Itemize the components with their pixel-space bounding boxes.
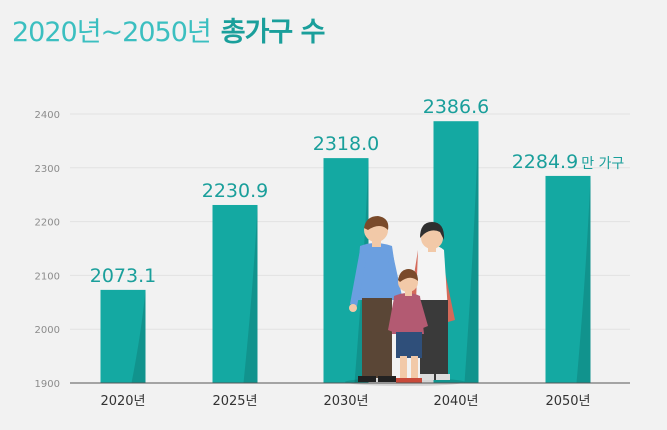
x-tick-label: 2030년 (323, 394, 368, 409)
woman-figure (410, 222, 455, 380)
chart-title-years: 2020년~2050년 (12, 17, 212, 48)
chart-title: 2020년~2050년 총가구 수 (12, 10, 325, 49)
bar-shade (243, 204, 258, 383)
bar-shade (131, 289, 146, 383)
data-label: 2230.9 (202, 180, 268, 202)
data-label: 2073.1 (90, 265, 156, 287)
unit-label: 만 가구 (581, 156, 624, 172)
y-tick-label: 1900 (35, 379, 60, 390)
x-tick-label: 2050년 (545, 394, 590, 409)
y-tick-label: 2400 (35, 110, 60, 121)
x-tick-label: 2025년 (212, 394, 257, 409)
chart-title-main: 총가구 수 (220, 17, 326, 48)
data-label: 2386.6 (423, 96, 489, 118)
data-label: 2318.0 (313, 133, 379, 155)
child-figure (388, 269, 428, 383)
man-figure (349, 216, 402, 382)
data-labels: 2073.1 2230.9 2318.0 2386.6 2284.9 만 가구 (90, 96, 625, 287)
bar-shade (576, 175, 591, 383)
x-tick-label: 2040년 (433, 394, 478, 409)
y-tick-label: 2100 (35, 271, 60, 282)
bar-shade (464, 121, 479, 383)
y-tick-label: 2000 (35, 325, 60, 336)
y-tick-label: 2300 (35, 164, 60, 175)
y-axis-ticks: 1900 2000 2100 2200 2300 2400 (35, 110, 60, 390)
x-axis-labels: 2020년 2025년 2030년 2040년 2050년 (100, 394, 590, 409)
family-illustration (345, 216, 465, 386)
x-tick-label: 2020년 (100, 394, 145, 409)
data-label: 2284.9 만 가구 (512, 151, 625, 173)
y-tick-label: 2200 (35, 218, 60, 229)
